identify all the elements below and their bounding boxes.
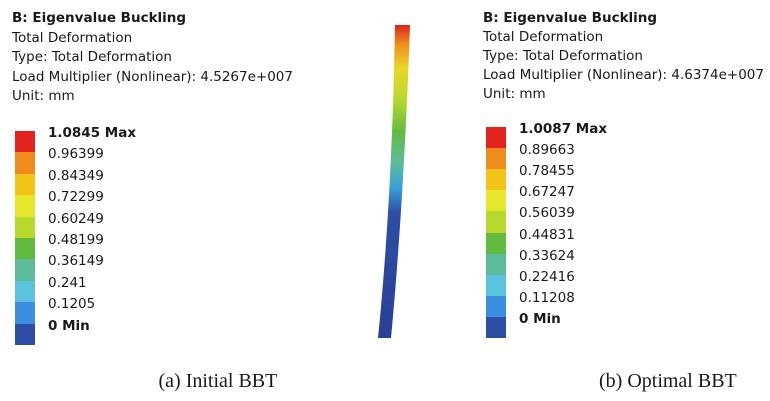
legend-swatch — [486, 190, 506, 212]
legend-swatch — [486, 254, 506, 276]
legend-swatch — [15, 217, 35, 239]
legend-label: 0.33624 — [519, 248, 575, 264]
header-line: Type: Total Deformation — [12, 49, 172, 65]
legend-swatch — [486, 127, 506, 149]
header-line: Total Deformation — [483, 29, 603, 45]
legend-label: 0.22416 — [519, 269, 575, 285]
header-line: B: Eigenvalue Buckling — [483, 10, 657, 26]
legend-swatch — [486, 296, 506, 318]
header-line: Total Deformation — [12, 30, 132, 46]
legend-swatch — [486, 233, 506, 255]
legend-label: 0.56039 — [519, 205, 575, 221]
legend-label: 0.60249 — [48, 211, 104, 227]
legend-swatch — [486, 317, 506, 339]
legend-label: 0.78455 — [519, 163, 575, 179]
legend-swatch — [486, 148, 506, 170]
header-line: B: Eigenvalue Buckling — [12, 10, 186, 26]
legend-label: 0.96399 — [48, 146, 104, 162]
legend-swatch — [15, 152, 35, 174]
legend-swatch — [15, 302, 35, 324]
legend-label: 0.84349 — [48, 168, 104, 184]
legend-label: 0.1205 — [48, 296, 95, 312]
page: B: Eigenvalue Buckling Total Deformation T… — [0, 0, 770, 401]
legend-label: 0.89663 — [519, 142, 575, 158]
legend-swatch — [486, 169, 506, 191]
legend-label: 0.36149 — [48, 253, 104, 269]
legend-label: 0.48199 — [48, 232, 104, 248]
legend-label: 0.67247 — [519, 184, 575, 200]
caption: (a) Initial BBT — [159, 370, 278, 393]
header-line: Load Multiplier (Nonlinear): 4.6374e+007 — [483, 67, 764, 83]
header-line: Load Multiplier (Nonlinear): 4.5267e+007 — [12, 69, 293, 85]
legend-swatch — [15, 259, 35, 281]
legend-swatch — [15, 174, 35, 196]
legend-label: 0.241 — [48, 275, 87, 291]
legend-swatch — [15, 238, 35, 260]
header-line: Unit: mm — [483, 86, 546, 102]
legend-label: 1.0845 Max — [48, 125, 136, 141]
legend-label: 1.0087 Max — [519, 121, 607, 137]
caption: (b) Optimal BBT — [599, 370, 737, 393]
legend-label: 0.44831 — [519, 227, 575, 243]
legend-label: 0 Min — [519, 311, 561, 327]
legend-label: 0.72299 — [48, 189, 104, 205]
legend-swatch — [486, 275, 506, 297]
header-line: Type: Total Deformation — [483, 48, 643, 64]
beam — [378, 25, 410, 338]
legend-swatch — [15, 281, 35, 303]
legend-swatch — [15, 324, 35, 346]
legend-label: 0 Min — [48, 318, 90, 334]
legend-swatch — [486, 211, 506, 233]
legend-swatch — [15, 131, 35, 153]
legend-label: 0.11208 — [519, 290, 575, 306]
legend-swatch — [15, 195, 35, 217]
header-line: Unit: mm — [12, 88, 75, 104]
